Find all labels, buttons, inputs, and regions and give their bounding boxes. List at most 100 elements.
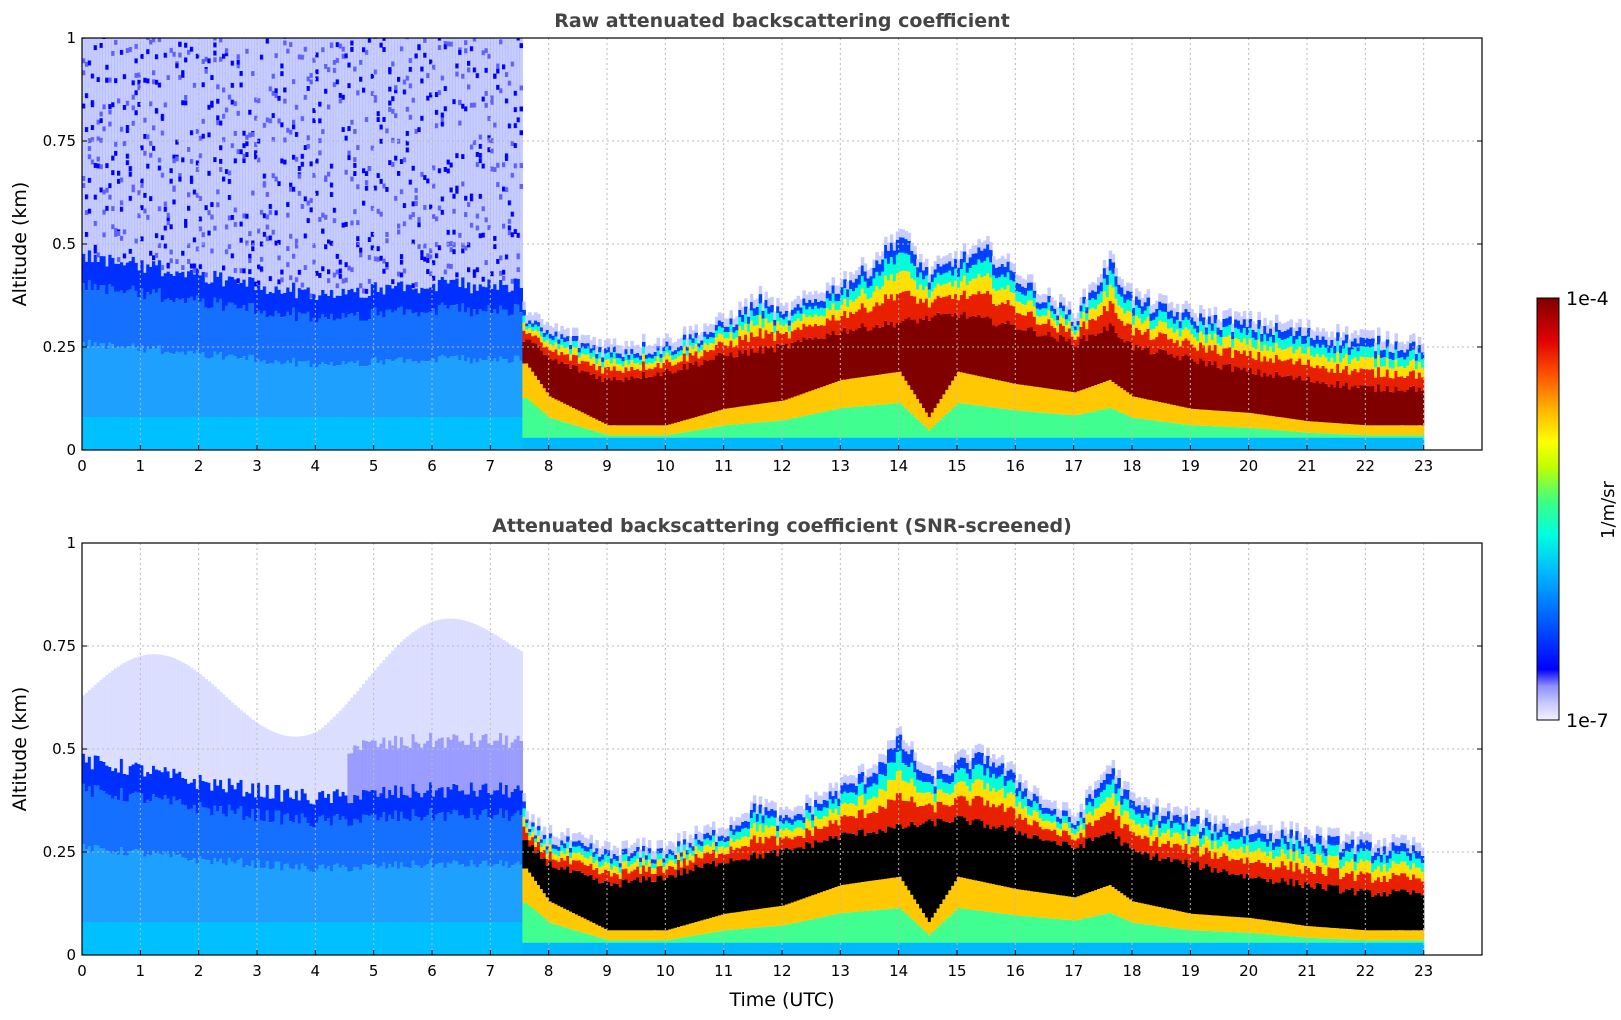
heatmap-column (732, 318, 736, 450)
heatmap-column (1359, 329, 1363, 450)
heatmap-column (796, 805, 801, 955)
heatmap-column (359, 687, 363, 955)
heatmap-column (1152, 804, 1156, 955)
heatmap-column (811, 294, 815, 450)
heatmap-column (1207, 813, 1212, 955)
heatmap-column (432, 621, 436, 955)
heatmap-column (589, 834, 593, 955)
heatmap-column (901, 229, 906, 450)
heatmap-column (344, 704, 348, 955)
y-tick-label: 0.5 (52, 235, 76, 253)
heatmap-column (1307, 829, 1311, 955)
heatmap-column (99, 679, 103, 955)
heatmap-column (461, 620, 465, 955)
heatmap-column (347, 701, 351, 955)
heatmap-column (825, 792, 830, 955)
heatmap-column (782, 809, 786, 955)
heatmap-column (1222, 310, 1226, 450)
heatmap-column (338, 710, 343, 955)
heatmap-column (1108, 250, 1113, 450)
heatmap-column (432, 38, 436, 450)
heatmap-column (971, 749, 976, 955)
heatmap-column (367, 677, 372, 955)
heatmap-column (586, 334, 591, 450)
heatmap-column (729, 816, 733, 955)
heatmap-column (1009, 761, 1013, 955)
heatmap-column (1038, 795, 1043, 955)
heatmap-column (204, 38, 208, 450)
heatmap-column (1073, 816, 1078, 955)
heatmap-column (992, 754, 996, 955)
heatmap-column (1295, 322, 1299, 450)
heatmap-column (1044, 294, 1048, 450)
heatmap-column (1216, 824, 1221, 955)
heatmap-column (114, 668, 118, 955)
heatmap-column (1032, 785, 1037, 955)
heatmap-column (321, 727, 325, 955)
heatmap-column (994, 259, 999, 450)
x-tick-label: 7 (486, 962, 496, 980)
heatmap-column (1280, 323, 1285, 450)
heatmap-column (388, 38, 392, 450)
heatmap-column (1263, 825, 1267, 955)
heatmap-column (936, 255, 941, 450)
heatmap-column (1327, 337, 1331, 450)
heatmap-column (866, 769, 871, 955)
heatmap-column (1024, 780, 1028, 955)
heatmap-column (1193, 810, 1197, 955)
heatmap-column (898, 726, 903, 955)
heatmap-column (1263, 317, 1267, 450)
heatmap-column (122, 662, 127, 955)
heatmap-column (752, 300, 757, 450)
heatmap-column (1021, 278, 1025, 450)
heatmap-column (163, 655, 168, 955)
heatmap-column (1164, 295, 1168, 450)
heatmap-column (274, 38, 278, 450)
heatmap-column (405, 636, 410, 955)
heatmap-column (102, 38, 106, 450)
x-tick-label: 20 (1239, 962, 1258, 980)
heatmap-column (102, 677, 106, 955)
heatmap-column (618, 854, 623, 955)
heatmap-column (481, 628, 486, 955)
heatmap-column (166, 656, 171, 955)
heatmap-column (429, 622, 433, 955)
panel-screened: Attenuated backscattering coefficient (S… (9, 515, 1483, 1011)
heatmap-column (1024, 279, 1028, 450)
heatmap-column (703, 323, 707, 450)
heatmap-column (534, 312, 538, 450)
heatmap-column (662, 338, 666, 450)
heatmap-column (122, 38, 127, 450)
heatmap-column (1324, 840, 1328, 955)
heatmap-column (1015, 779, 1019, 955)
heatmap-column (569, 336, 573, 450)
heatmap-column (504, 38, 509, 450)
heatmap-column (1099, 774, 1104, 955)
heatmap-column (1070, 815, 1075, 955)
heatmap-column (1359, 831, 1363, 955)
heatmap-column (615, 345, 620, 450)
heatmap-column (1254, 824, 1258, 955)
x-tick-label: 5 (369, 457, 379, 475)
heatmap-column (965, 254, 970, 450)
heatmap-column (1245, 318, 1250, 450)
heatmap-column (265, 38, 270, 450)
heatmap-column (289, 736, 293, 955)
heatmap-column (528, 820, 532, 955)
heatmap-column (1006, 253, 1011, 450)
heatmap-column (1041, 799, 1046, 955)
heatmap-column (1091, 282, 1095, 450)
heatmap-column (1248, 826, 1253, 955)
heatmap-column (111, 38, 115, 450)
heatmap-column (1172, 807, 1177, 955)
heatmap-column (397, 38, 401, 450)
heatmap-column (1187, 303, 1191, 450)
heatmap-column (1333, 337, 1337, 450)
heatmap-column (563, 329, 567, 450)
x-tick-label: 8 (544, 962, 554, 980)
heatmap-column (554, 836, 558, 955)
heatmap-column (440, 38, 445, 450)
heatmap-column (922, 262, 926, 450)
heatmap-column (595, 345, 599, 450)
heatmap-column (105, 38, 109, 450)
